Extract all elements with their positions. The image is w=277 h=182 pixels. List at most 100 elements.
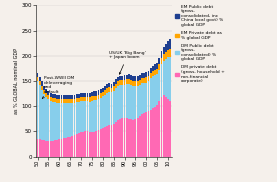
Bar xyxy=(41,82,43,86)
Bar xyxy=(61,103,62,139)
Bar xyxy=(45,141,47,157)
Bar xyxy=(58,99,60,103)
Bar xyxy=(167,41,169,50)
Bar xyxy=(111,88,112,92)
Bar xyxy=(111,84,112,88)
Bar xyxy=(76,98,78,102)
Bar xyxy=(39,77,41,81)
Bar xyxy=(69,137,71,157)
Bar xyxy=(52,98,54,102)
Bar xyxy=(37,81,39,139)
Bar xyxy=(61,99,62,103)
Bar xyxy=(82,101,84,132)
Bar xyxy=(56,140,58,157)
Bar xyxy=(156,74,158,105)
Bar xyxy=(82,132,84,157)
Bar xyxy=(141,114,143,157)
Bar xyxy=(67,99,69,103)
Bar xyxy=(119,76,121,80)
Bar xyxy=(47,141,49,157)
Bar xyxy=(84,131,86,157)
Bar xyxy=(121,85,123,118)
Bar xyxy=(65,99,67,103)
Bar xyxy=(143,82,145,113)
Bar xyxy=(52,94,54,98)
Bar xyxy=(163,54,165,61)
Bar xyxy=(124,84,125,118)
Bar xyxy=(95,100,97,131)
Bar xyxy=(132,76,134,82)
Bar xyxy=(71,103,73,136)
Bar xyxy=(63,103,65,138)
Bar xyxy=(121,80,123,85)
Bar xyxy=(52,141,54,157)
Bar xyxy=(52,102,54,141)
Bar xyxy=(169,101,171,157)
Bar xyxy=(106,88,108,93)
Bar xyxy=(145,112,147,157)
Bar xyxy=(156,63,158,69)
Bar xyxy=(45,93,47,97)
Bar xyxy=(39,139,41,157)
Bar xyxy=(104,86,106,90)
Bar xyxy=(100,98,102,129)
Bar xyxy=(124,118,125,157)
Bar xyxy=(78,102,80,133)
Legend: EM Public debt
(gross,
consolidated, inc
China local govt) %
global GDP, EM Priv: EM Public debt (gross, consolidated, inc… xyxy=(175,5,224,83)
Bar xyxy=(56,99,58,103)
Bar xyxy=(126,84,128,118)
Bar xyxy=(150,68,152,73)
Bar xyxy=(95,131,97,157)
Bar xyxy=(139,116,141,157)
Bar xyxy=(37,139,39,157)
Bar xyxy=(82,97,84,101)
Bar xyxy=(128,79,130,84)
Bar xyxy=(93,91,95,96)
Bar xyxy=(121,118,123,157)
Bar xyxy=(111,92,112,125)
Bar xyxy=(98,130,99,157)
Bar xyxy=(80,132,82,157)
Bar xyxy=(106,84,108,88)
Bar xyxy=(65,95,67,99)
Bar xyxy=(119,85,121,119)
Bar xyxy=(154,64,156,70)
Bar xyxy=(100,88,102,93)
Bar xyxy=(108,87,110,92)
Bar xyxy=(152,108,154,157)
Bar xyxy=(78,98,80,102)
Bar xyxy=(69,95,71,99)
Bar xyxy=(87,97,88,101)
Bar xyxy=(148,111,149,157)
Bar xyxy=(89,102,91,132)
Bar xyxy=(54,94,56,98)
Bar xyxy=(47,99,49,141)
Bar xyxy=(165,52,167,59)
Bar xyxy=(58,139,60,157)
Bar xyxy=(150,110,152,157)
Bar xyxy=(69,103,71,137)
Bar xyxy=(43,94,45,140)
Bar xyxy=(56,95,58,99)
Bar xyxy=(148,76,149,81)
Bar xyxy=(167,50,169,57)
Bar xyxy=(63,99,65,103)
Bar xyxy=(130,119,132,157)
Bar xyxy=(93,96,95,100)
Bar xyxy=(130,75,132,80)
Bar xyxy=(126,80,128,84)
Text: Post-WWII DM
deleveraging
and
default: Post-WWII DM deleveraging and default xyxy=(42,76,74,98)
Bar xyxy=(143,113,145,157)
Bar xyxy=(128,84,130,119)
Bar xyxy=(163,61,165,95)
Bar xyxy=(54,140,56,157)
Bar xyxy=(169,39,171,49)
Bar xyxy=(143,73,145,78)
Bar xyxy=(80,93,82,97)
Bar xyxy=(158,70,160,101)
Bar xyxy=(50,101,52,141)
Bar xyxy=(91,96,93,101)
Bar xyxy=(106,93,108,126)
Text: US/UK 'Big Bang'
+ Japan boom: US/UK 'Big Bang' + Japan boom xyxy=(109,51,146,74)
Bar xyxy=(39,81,41,85)
